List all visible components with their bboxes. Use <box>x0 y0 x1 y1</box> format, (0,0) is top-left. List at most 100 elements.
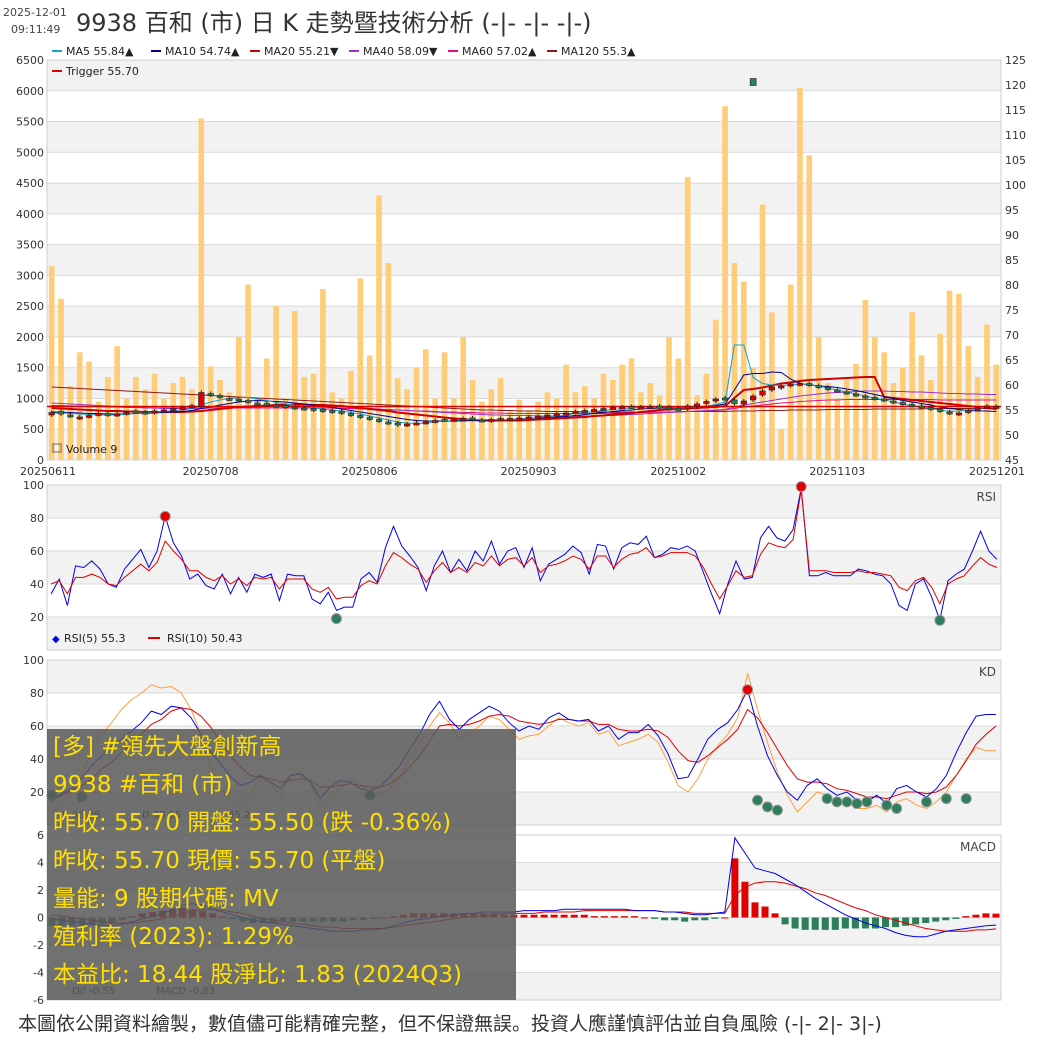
candle-body <box>684 405 691 410</box>
volume-axis-label: 500 <box>23 423 44 436</box>
volume-bar <box>797 87 803 460</box>
candle-body <box>301 407 308 411</box>
volume-axis-label: 5500 <box>16 116 44 129</box>
rsi5-line <box>50 488 998 623</box>
candle-body <box>282 405 289 408</box>
volume-bar <box>263 358 270 460</box>
price-axis-label: 110 <box>1005 129 1026 142</box>
rsi-axis-label: 40 <box>30 578 44 591</box>
candle-body <box>114 413 121 417</box>
volume-bar <box>937 333 944 460</box>
osc-bar <box>520 914 528 918</box>
volume-bar <box>329 392 336 460</box>
macd-axis-label: 0 <box>37 912 44 925</box>
volume-bar <box>67 386 74 460</box>
volume-bar <box>722 106 728 461</box>
overlay-signal: [多] #領先大盤創新高 <box>53 734 282 760</box>
kd-signal-dot <box>771 804 783 816</box>
legend-label-ma60: MA60 57.02▲ <box>462 45 537 58</box>
price-axis-label: 75 <box>1005 304 1019 317</box>
candle-body <box>254 402 261 406</box>
macd-axis-label: 6 <box>37 829 44 842</box>
osc-bar <box>741 881 749 918</box>
osc-bar <box>922 917 930 923</box>
candle-body <box>806 383 813 386</box>
legend-label-ma5: MA5 55.84▲ <box>66 45 134 58</box>
price-border <box>46 59 1002 461</box>
price-axis-label: 80 <box>1005 279 1019 292</box>
volume-bar <box>151 373 158 460</box>
volume-axis-label: 4500 <box>16 177 44 190</box>
volume-bar <box>479 401 485 460</box>
volume-bar <box>310 373 317 460</box>
legend-label-trigger: Trigger 55.70 <box>65 65 139 78</box>
candle-body <box>909 404 916 407</box>
volume-bar <box>628 358 635 460</box>
candle-body <box>937 409 944 412</box>
volume-legend-label: Volume 9 <box>66 443 117 456</box>
candle-body <box>647 406 654 409</box>
candle-body <box>319 409 327 412</box>
macd-axis-label: 4 <box>37 857 44 870</box>
volume-bar <box>572 392 579 460</box>
osc-bar <box>540 914 548 918</box>
osc-bar <box>610 916 618 918</box>
kd-signal-dot <box>881 799 893 811</box>
volume-bar <box>712 319 719 460</box>
volume-bar <box>142 389 149 460</box>
price-axis-label: 65 <box>1005 354 1019 367</box>
osc-bar <box>952 917 960 919</box>
volume-bar <box>394 378 401 460</box>
price-band <box>47 367 1001 399</box>
rsi-border <box>46 484 1002 651</box>
osc-bar <box>892 917 900 928</box>
kd-panel-label: KD <box>979 665 996 679</box>
overlay-pe: 本益比: 18.44 股淨比: 1.83 (2024Q3) <box>53 962 463 988</box>
candle-body <box>890 400 897 404</box>
rsi-band <box>47 617 1001 650</box>
volume-bar <box>806 155 813 460</box>
candle-body <box>712 398 719 402</box>
osc-bar <box>821 917 829 930</box>
header-time: 09:11:49 <box>11 23 60 36</box>
volume-bar <box>656 395 663 460</box>
volume-bar <box>787 284 794 460</box>
candle-body <box>834 389 841 393</box>
candle-body <box>871 397 878 400</box>
candle-body <box>750 395 757 401</box>
candle-body <box>478 419 486 423</box>
candle-body <box>656 405 663 409</box>
rsi-axis-label: 60 <box>30 545 44 558</box>
volume-bar <box>95 401 102 460</box>
macd-axis-label: 2 <box>37 884 44 897</box>
volume-bar <box>843 380 850 460</box>
candle-body <box>993 406 1000 409</box>
candle-body <box>422 421 429 425</box>
volume-axis-label: 3500 <box>16 239 44 252</box>
date-axis-label: 20251201 <box>969 465 1025 478</box>
candle-body <box>469 417 476 421</box>
volume-bar <box>759 204 766 460</box>
volume-bar <box>731 263 738 460</box>
candle-body <box>497 418 504 421</box>
kd-band <box>47 660 1001 693</box>
volume-bar <box>207 366 214 460</box>
volume-bar <box>694 395 700 460</box>
rsi10-line <box>50 489 998 606</box>
volume-bar <box>553 398 560 460</box>
price-axis-label: 105 <box>1005 154 1026 167</box>
candle-body <box>170 408 177 411</box>
kd-axis-label: 100 <box>23 654 44 667</box>
candle-body <box>768 386 775 391</box>
volume-bar <box>161 398 167 460</box>
candle-body <box>357 415 364 418</box>
price-axis-label: 120 <box>1005 79 1026 92</box>
volume-bar <box>451 398 457 460</box>
candle-body <box>273 404 280 408</box>
volume-bar <box>432 398 438 460</box>
volume-bar <box>993 364 1000 460</box>
osc-bar <box>871 917 879 929</box>
candle-body <box>142 411 149 415</box>
rsi-signal-dot <box>795 481 807 493</box>
osc-bar <box>912 917 920 925</box>
